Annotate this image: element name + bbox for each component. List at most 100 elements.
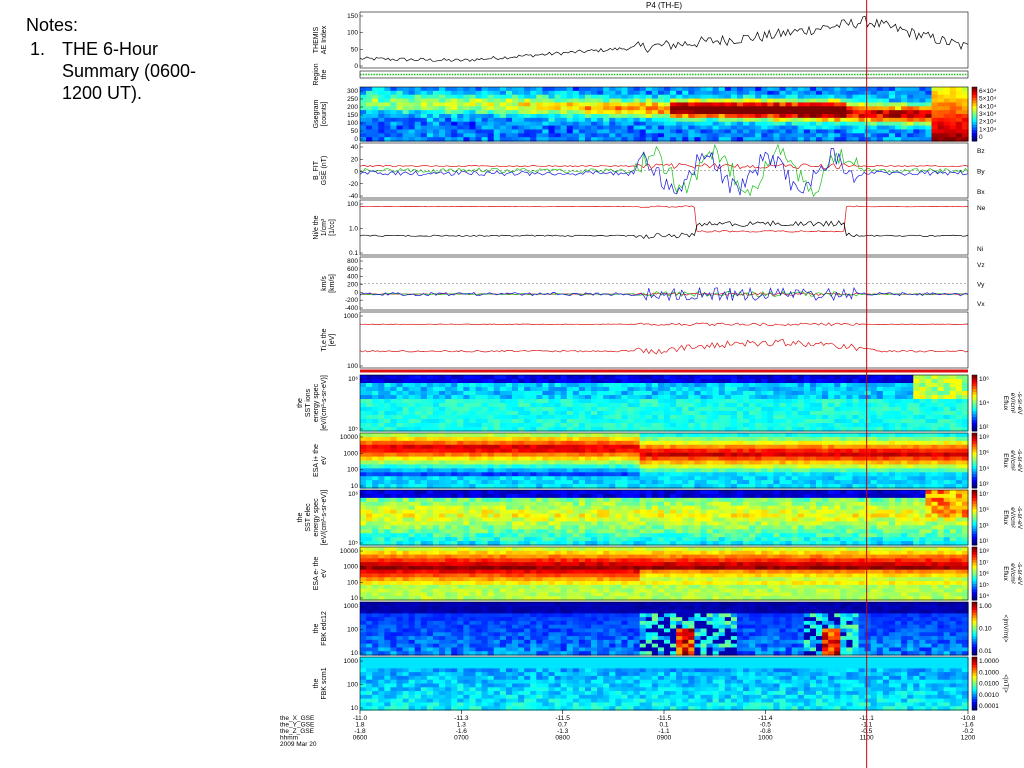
spectrogram-cell: [925, 110, 933, 115]
spectrogram-cell: [548, 407, 556, 412]
spectrogram-cell: [499, 125, 507, 131]
spectrogram-cell: [925, 137, 933, 142]
spectrogram-cell: [530, 106, 537, 111]
spectrogram-cell: [937, 415, 945, 420]
spectrogram-cell: [548, 411, 556, 416]
spectrogram-cell: [609, 407, 616, 412]
spectrogram-cell: [779, 433, 787, 438]
spectrogram-cell: [882, 448, 890, 454]
spectrogram-cell: [505, 464, 513, 469]
spectrogram-cell: [816, 419, 823, 424]
spectrogram-cell: [803, 436, 811, 442]
spectrogram-cell: [524, 497, 531, 503]
spectrogram-cell: [390, 537, 398, 542]
spectrogram-cell: [639, 472, 647, 477]
spectrogram-cell: [816, 433, 823, 438]
spectrogram-cell: [432, 407, 440, 412]
spectrogram-cell: [749, 391, 756, 396]
spectrogram-cell: [578, 472, 586, 477]
spectrogram-cell: [925, 415, 933, 420]
spectrogram-cell: [700, 129, 708, 134]
spectrogram-cell: [870, 411, 878, 416]
spectrogram-cell: [566, 129, 574, 134]
spectrogram-cell: [949, 137, 957, 142]
spectrogram-cell: [785, 448, 793, 454]
spectrogram-cell: [566, 505, 574, 511]
spectrogram-cell: [524, 452, 531, 458]
spectrogram-cell: [828, 484, 835, 489]
spectrogram-cell: [615, 484, 623, 489]
spectrogram-cell: [542, 456, 550, 462]
spectrogram-cell: [809, 117, 817, 123]
spectrogram-cell: [925, 383, 933, 388]
spectrogram-cell: [463, 456, 471, 462]
spectrogram-cell: [445, 460, 452, 466]
spectrogram-cell: [639, 460, 647, 466]
spectrogram-cell: [524, 448, 531, 454]
spectrogram-cell: [919, 452, 927, 458]
spectrogram-cell: [633, 399, 641, 404]
spectrogram-cell: [803, 407, 811, 412]
spectrogram-cell: [949, 106, 957, 111]
spectrogram-cell: [366, 484, 373, 489]
spectrogram-cell: [408, 480, 416, 485]
spectrogram-cell: [858, 415, 866, 420]
spectrogram-cell: [743, 375, 750, 380]
spectrogram-cell: [816, 415, 823, 420]
spectrogram-cell: [670, 440, 677, 446]
spectrogram-cell: [749, 383, 756, 388]
spectrogram-cell: [420, 529, 428, 534]
spectrogram-cell: [888, 94, 896, 100]
spectrogram-cell: [572, 501, 580, 507]
spectrogram-cell: [408, 407, 416, 412]
spectrogram-cell: [676, 419, 683, 424]
spectrogram-cell: [657, 427, 665, 432]
spectrogram-cell: [518, 411, 525, 416]
spectrogram-cell: [670, 427, 677, 432]
spectrogram-cell: [512, 456, 519, 462]
spectrogram-cell: [396, 464, 404, 469]
spectrogram-cell: [578, 419, 586, 424]
spectrogram-cell: [834, 391, 841, 396]
spectrogram-cell: [645, 480, 653, 485]
spectrogram-cell: [518, 480, 525, 485]
spectrogram-cell: [366, 493, 373, 499]
colorbar-label: Eflux: [1002, 453, 1009, 468]
spectrogram-cell: [664, 480, 671, 485]
spectrogram-cell: [822, 387, 829, 392]
spectrogram-cell: [882, 472, 890, 477]
spectrogram-cell: [591, 440, 598, 446]
spectrogram-cell: [505, 484, 513, 489]
spectrogram-cell: [919, 90, 927, 96]
spectrogram-cell: [736, 427, 744, 432]
spectrogram-cell: [718, 375, 726, 380]
spectrogram-cell: [901, 395, 908, 400]
spectrogram-cell: [372, 433, 379, 438]
spectrogram-cell: [439, 411, 446, 416]
spectrogram-cell: [578, 383, 586, 388]
spectrogram-cell: [651, 460, 659, 466]
colorbar-cell: [972, 391, 977, 396]
spectrogram-cell: [432, 379, 440, 384]
spectrogram-cell: [961, 383, 969, 388]
spectrogram-cell: [925, 90, 933, 96]
spectrogram-cell: [493, 517, 501, 523]
spectrogram-cell: [876, 472, 884, 477]
spectrogram-cell: [615, 472, 623, 477]
spectrogram-cell: [426, 525, 434, 530]
spectrogram-cell: [469, 411, 477, 416]
spectrogram-cell: [572, 484, 580, 489]
spectrogram-cell: [548, 541, 556, 546]
spectrogram-cell: [518, 98, 525, 104]
spectrogram-cell: [457, 415, 464, 420]
spectrogram-cell: [463, 480, 471, 485]
spectrogram-cell: [955, 395, 963, 400]
spectrogram-cell: [621, 476, 629, 481]
spectrogram-cell: [402, 476, 410, 481]
spectrogram-cell: [761, 444, 768, 450]
spectrogram-cell: [809, 395, 817, 400]
spectrogram-cell: [499, 456, 507, 462]
spectrogram-cell: [730, 480, 738, 485]
spectrogram-cell: [803, 476, 811, 481]
spectrogram-cell: [955, 125, 963, 131]
